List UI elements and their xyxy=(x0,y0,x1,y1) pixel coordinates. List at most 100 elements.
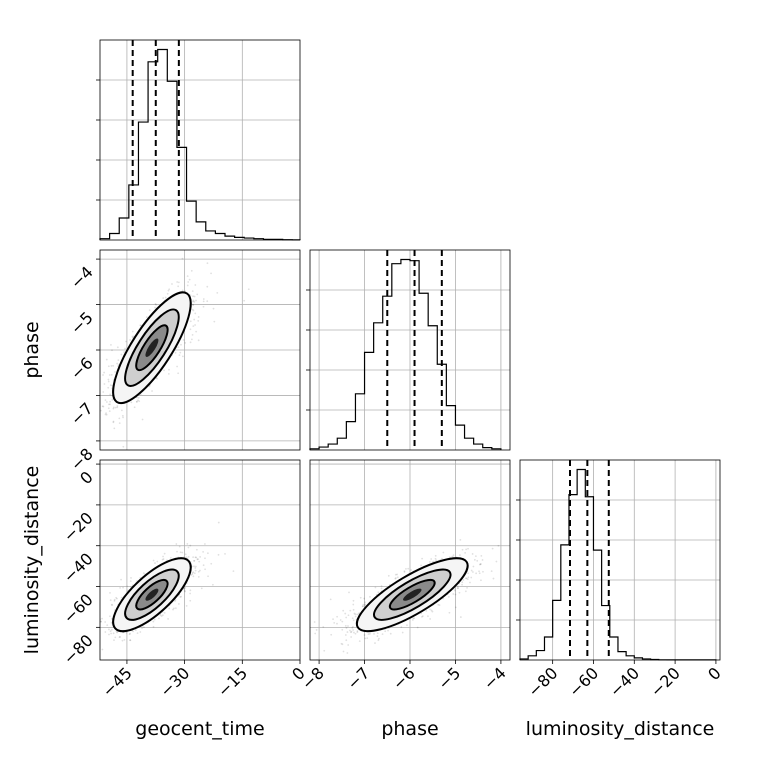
sample-point xyxy=(396,576,399,579)
x-tick-label-luminosity-distance: −20 xyxy=(647,663,684,700)
sample-point xyxy=(108,403,110,406)
x-tick-label-phase: −6 xyxy=(389,663,419,693)
sample-point xyxy=(193,559,195,562)
sample-point xyxy=(83,392,85,394)
sample-point xyxy=(190,574,193,576)
sample-point xyxy=(461,583,463,586)
sample-point xyxy=(92,630,94,632)
sample-point xyxy=(172,608,174,611)
sample-point xyxy=(350,636,353,638)
x-axis-label-geocent-time: geocent_time xyxy=(135,718,264,740)
panel-frame xyxy=(309,249,511,451)
sample-point xyxy=(406,624,408,627)
sample-point xyxy=(95,653,97,655)
sample-point xyxy=(352,629,355,631)
sample-point xyxy=(193,318,196,321)
sample-point xyxy=(120,578,122,581)
sample-point xyxy=(191,572,194,574)
x-tick-label-luminosity-distance: −80 xyxy=(524,663,561,700)
sample-point xyxy=(135,400,138,403)
sample-point xyxy=(192,571,195,573)
sample-point xyxy=(186,284,189,287)
sample-point xyxy=(345,627,348,629)
sample-point xyxy=(191,333,194,336)
sample-point xyxy=(202,564,205,567)
sample-point xyxy=(332,618,334,621)
sample-point xyxy=(189,328,192,331)
sample-point xyxy=(407,567,410,570)
sample-point xyxy=(465,548,468,551)
sample-point xyxy=(96,620,98,622)
sample-point xyxy=(184,586,187,589)
sample-point xyxy=(192,575,195,578)
sample-point xyxy=(193,559,196,562)
sample-point xyxy=(155,303,158,306)
sample-point xyxy=(162,297,165,299)
sample-point xyxy=(193,295,196,298)
sample-point xyxy=(117,359,120,362)
y-axis-label-luminosity-distance: luminosity_distance xyxy=(21,466,43,655)
sample-point xyxy=(198,560,201,563)
sample-point xyxy=(356,631,359,634)
sample-point xyxy=(158,617,160,620)
sample-point xyxy=(210,272,212,275)
sample-point xyxy=(192,325,195,328)
sample-point xyxy=(403,571,406,573)
sample-point xyxy=(139,324,142,327)
sample-point xyxy=(198,569,201,572)
sample-point xyxy=(333,621,336,624)
sample-point xyxy=(120,596,123,599)
sample-point xyxy=(353,631,355,634)
sample-point xyxy=(112,407,115,410)
sample-point xyxy=(207,575,209,578)
sample-point xyxy=(197,575,200,578)
sample-point xyxy=(122,445,125,448)
x-tick-label-luminosity-distance: −60 xyxy=(565,663,602,700)
sample-point xyxy=(153,618,156,621)
sample-point xyxy=(373,632,375,635)
sample-point xyxy=(110,365,113,367)
sample-point xyxy=(125,340,127,343)
sample-point xyxy=(346,631,349,633)
sample-point xyxy=(210,562,213,565)
sample-point xyxy=(216,291,219,294)
sample-point xyxy=(384,630,387,633)
x-tick-label-phase: −8 xyxy=(298,663,328,693)
sample-point xyxy=(178,545,181,548)
sample-point xyxy=(177,603,180,605)
sample-point xyxy=(342,609,345,612)
sample-point xyxy=(451,555,454,558)
density-level-3 xyxy=(145,588,159,601)
sample-point xyxy=(461,581,464,584)
sample-point xyxy=(196,293,199,296)
sample-point xyxy=(111,349,113,352)
x-axis-label-phase: phase xyxy=(381,718,438,740)
panel-frame xyxy=(99,459,301,661)
sample-point xyxy=(430,558,433,560)
sample-point xyxy=(191,308,194,311)
sample-point xyxy=(478,572,481,575)
sample-point xyxy=(110,343,112,346)
sample-point xyxy=(185,604,188,607)
sample-point xyxy=(177,372,180,375)
sample-point xyxy=(109,592,111,594)
sample-point xyxy=(466,578,469,581)
sample-point xyxy=(191,303,194,306)
scatter-panel-geocent-time-vs-phase xyxy=(83,249,301,451)
sample-point xyxy=(137,399,139,402)
sample-point xyxy=(369,632,371,635)
sample-point xyxy=(96,636,98,638)
sample-point xyxy=(177,285,180,288)
sample-point xyxy=(461,548,464,551)
sample-point xyxy=(340,642,343,645)
posterior-samples xyxy=(83,257,250,448)
sample-point xyxy=(459,539,462,541)
sample-point xyxy=(136,400,138,403)
sample-point xyxy=(152,559,155,562)
sample-point xyxy=(163,369,166,372)
sample-point xyxy=(362,603,365,606)
sample-point xyxy=(380,585,383,587)
sample-point xyxy=(442,597,445,600)
sample-point xyxy=(189,341,192,344)
